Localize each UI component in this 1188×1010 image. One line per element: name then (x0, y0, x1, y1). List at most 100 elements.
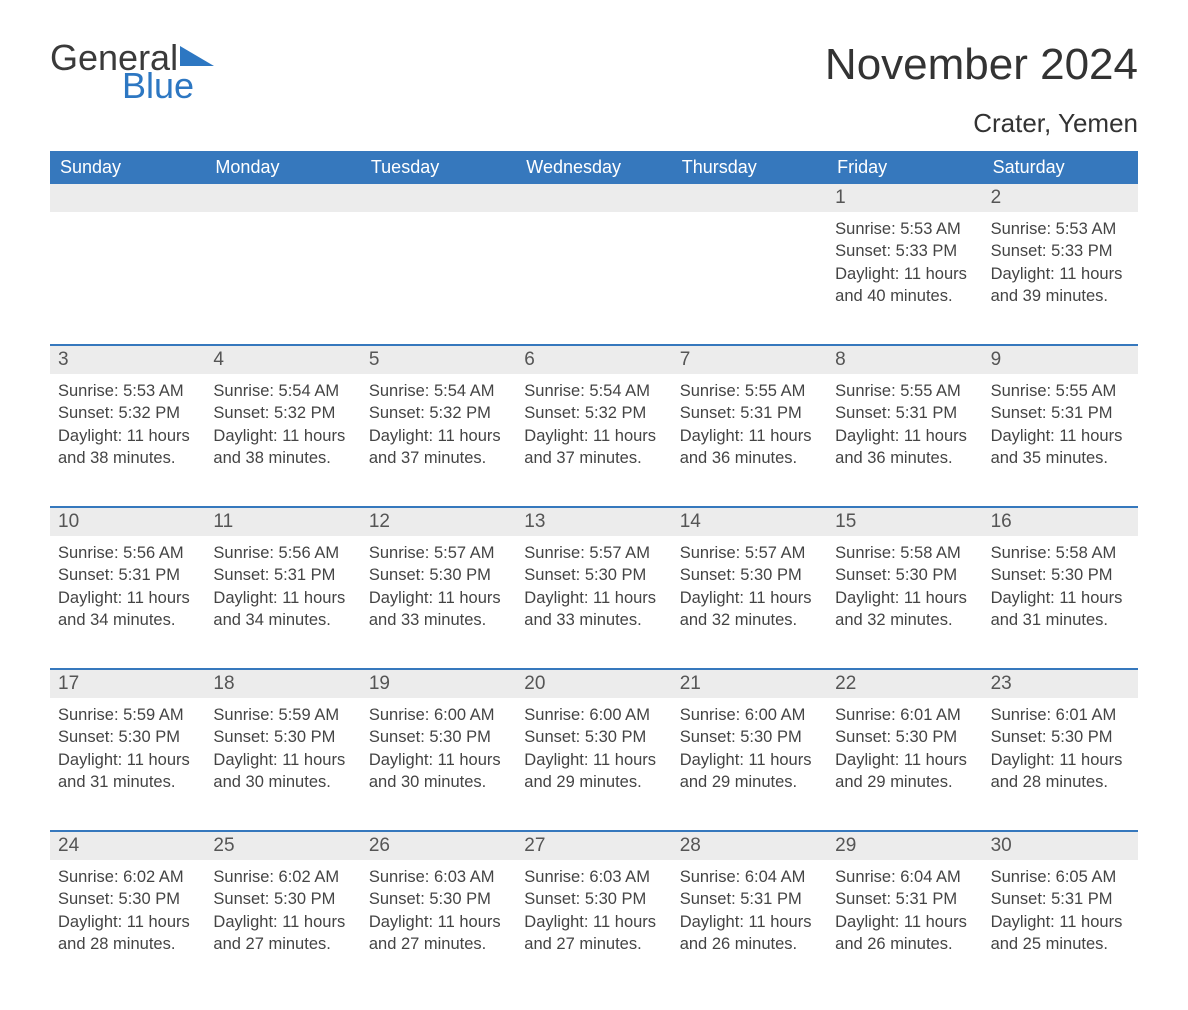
sunrise-text: Sunrise: 6:01 AM (991, 704, 1130, 726)
sunset-text: Sunset: 5:31 PM (213, 564, 352, 586)
sunrise-text: Sunrise: 5:58 AM (835, 542, 974, 564)
sunrise-text: Sunrise: 5:58 AM (991, 542, 1130, 564)
day-number: 18 (205, 670, 360, 698)
location-label: Crater, Yemen (50, 108, 1138, 139)
day-number (361, 184, 516, 212)
day-number: 24 (50, 832, 205, 860)
day-number: 3 (50, 346, 205, 374)
daylight-text: Daylight: 11 hours and 26 minutes. (680, 911, 819, 956)
daylight-text: Daylight: 11 hours and 26 minutes. (835, 911, 974, 956)
sunrise-text: Sunrise: 5:53 AM (58, 380, 197, 402)
daylight-text: Daylight: 11 hours and 27 minutes. (369, 911, 508, 956)
day-cell: Sunrise: 5:53 AMSunset: 5:33 PMDaylight:… (827, 212, 982, 322)
day-header-cell: Friday (827, 151, 982, 184)
day-cell: Sunrise: 5:55 AMSunset: 5:31 PMDaylight:… (983, 374, 1138, 484)
sunset-text: Sunset: 5:30 PM (524, 726, 663, 748)
week-cells: Sunrise: 5:56 AMSunset: 5:31 PMDaylight:… (50, 536, 1138, 646)
sunset-text: Sunset: 5:32 PM (524, 402, 663, 424)
day-number: 29 (827, 832, 982, 860)
day-cell: Sunrise: 5:54 AMSunset: 5:32 PMDaylight:… (361, 374, 516, 484)
day-cell: Sunrise: 5:57 AMSunset: 5:30 PMDaylight:… (516, 536, 671, 646)
day-number: 8 (827, 346, 982, 374)
week-cells: Sunrise: 5:59 AMSunset: 5:30 PMDaylight:… (50, 698, 1138, 808)
day-number-row: 3456789 (50, 346, 1138, 374)
day-cell: Sunrise: 6:05 AMSunset: 5:31 PMDaylight:… (983, 860, 1138, 970)
daylight-text: Daylight: 11 hours and 37 minutes. (369, 425, 508, 470)
day-cell: Sunrise: 6:01 AMSunset: 5:30 PMDaylight:… (983, 698, 1138, 808)
sunrise-text: Sunrise: 5:57 AM (680, 542, 819, 564)
page-title: November 2024 (825, 40, 1138, 90)
day-header-cell: Wednesday (516, 151, 671, 184)
sunrise-text: Sunrise: 6:03 AM (369, 866, 508, 888)
daylight-text: Daylight: 11 hours and 32 minutes. (680, 587, 819, 632)
sunset-text: Sunset: 5:30 PM (991, 726, 1130, 748)
day-number (672, 184, 827, 212)
daylight-text: Daylight: 11 hours and 33 minutes. (369, 587, 508, 632)
sunrise-text: Sunrise: 5:57 AM (369, 542, 508, 564)
day-number: 20 (516, 670, 671, 698)
daylight-text: Daylight: 11 hours and 33 minutes. (524, 587, 663, 632)
daylight-text: Daylight: 11 hours and 32 minutes. (835, 587, 974, 632)
daylight-text: Daylight: 11 hours and 34 minutes. (213, 587, 352, 632)
sunrise-text: Sunrise: 6:03 AM (524, 866, 663, 888)
logo-text-blue: Blue (122, 68, 214, 104)
day-cell: Sunrise: 5:53 AMSunset: 5:32 PMDaylight:… (50, 374, 205, 484)
sunset-text: Sunset: 5:31 PM (835, 888, 974, 910)
day-number: 6 (516, 346, 671, 374)
daylight-text: Daylight: 11 hours and 31 minutes. (991, 587, 1130, 632)
day-cell: Sunrise: 5:55 AMSunset: 5:31 PMDaylight:… (672, 374, 827, 484)
daylight-text: Daylight: 11 hours and 30 minutes. (213, 749, 352, 794)
daylight-text: Daylight: 11 hours and 38 minutes. (213, 425, 352, 470)
day-cell (672, 212, 827, 322)
day-number: 25 (205, 832, 360, 860)
sunrise-text: Sunrise: 5:54 AM (369, 380, 508, 402)
sunrise-text: Sunrise: 6:01 AM (835, 704, 974, 726)
sunrise-text: Sunrise: 6:04 AM (680, 866, 819, 888)
sunset-text: Sunset: 5:33 PM (991, 240, 1130, 262)
sunset-text: Sunset: 5:32 PM (58, 402, 197, 424)
day-cell: Sunrise: 5:56 AMSunset: 5:31 PMDaylight:… (50, 536, 205, 646)
sunrise-text: Sunrise: 5:59 AM (58, 704, 197, 726)
sunrise-text: Sunrise: 5:59 AM (213, 704, 352, 726)
week-cells: Sunrise: 5:53 AMSunset: 5:33 PMDaylight:… (50, 212, 1138, 322)
day-number: 2 (983, 184, 1138, 212)
sunrise-text: Sunrise: 5:56 AM (213, 542, 352, 564)
daylight-text: Daylight: 11 hours and 38 minutes. (58, 425, 197, 470)
day-cell: Sunrise: 6:02 AMSunset: 5:30 PMDaylight:… (50, 860, 205, 970)
sunset-text: Sunset: 5:30 PM (369, 564, 508, 586)
sunset-text: Sunset: 5:31 PM (680, 402, 819, 424)
sunset-text: Sunset: 5:30 PM (369, 888, 508, 910)
day-number (205, 184, 360, 212)
day-number: 16 (983, 508, 1138, 536)
sunrise-text: Sunrise: 6:05 AM (991, 866, 1130, 888)
daylight-text: Daylight: 11 hours and 39 minutes. (991, 263, 1130, 308)
daylight-text: Daylight: 11 hours and 27 minutes. (213, 911, 352, 956)
daylight-text: Daylight: 11 hours and 34 minutes. (58, 587, 197, 632)
day-number: 22 (827, 670, 982, 698)
daylight-text: Daylight: 11 hours and 40 minutes. (835, 263, 974, 308)
day-number: 27 (516, 832, 671, 860)
day-number-row: 12 (50, 184, 1138, 212)
day-header-cell: Tuesday (361, 151, 516, 184)
day-cell: Sunrise: 6:00 AMSunset: 5:30 PMDaylight:… (361, 698, 516, 808)
sunset-text: Sunset: 5:30 PM (991, 564, 1130, 586)
day-number-row: 10111213141516 (50, 508, 1138, 536)
day-number: 10 (50, 508, 205, 536)
sunset-text: Sunset: 5:30 PM (58, 726, 197, 748)
sunset-text: Sunset: 5:30 PM (524, 564, 663, 586)
sunset-text: Sunset: 5:31 PM (991, 888, 1130, 910)
daylight-text: Daylight: 11 hours and 28 minutes. (58, 911, 197, 956)
day-number: 30 (983, 832, 1138, 860)
daylight-text: Daylight: 11 hours and 35 minutes. (991, 425, 1130, 470)
sunset-text: Sunset: 5:30 PM (680, 564, 819, 586)
sunrise-text: Sunrise: 5:53 AM (991, 218, 1130, 240)
sunset-text: Sunset: 5:30 PM (524, 888, 663, 910)
sunset-text: Sunset: 5:31 PM (680, 888, 819, 910)
day-header-cell: Monday (205, 151, 360, 184)
day-cell: Sunrise: 5:53 AMSunset: 5:33 PMDaylight:… (983, 212, 1138, 322)
daylight-text: Daylight: 11 hours and 36 minutes. (680, 425, 819, 470)
day-number: 21 (672, 670, 827, 698)
sunset-text: Sunset: 5:32 PM (369, 402, 508, 424)
day-cell: Sunrise: 6:02 AMSunset: 5:30 PMDaylight:… (205, 860, 360, 970)
sunrise-text: Sunrise: 6:02 AM (213, 866, 352, 888)
